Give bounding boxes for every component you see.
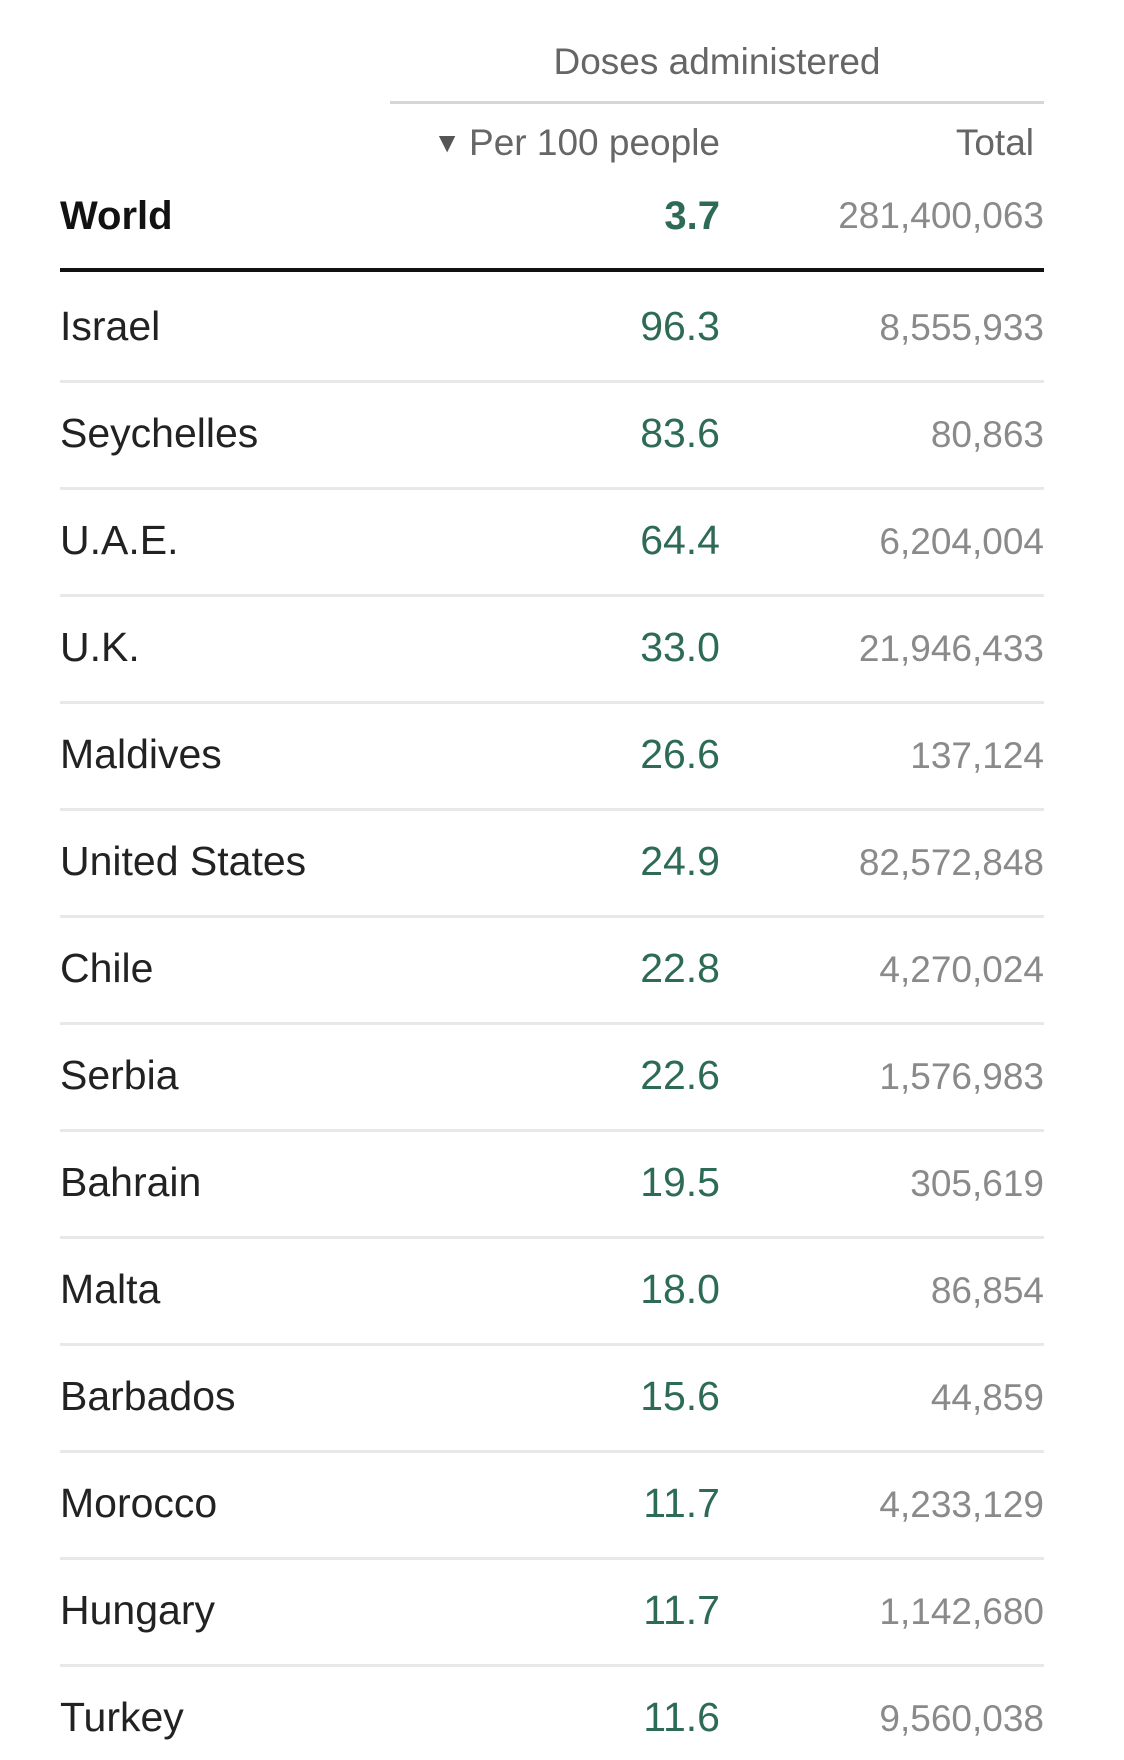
per-100-value: 24.9	[640, 838, 720, 884]
table-row: Maldives 26.6 137,124	[60, 704, 1044, 811]
country-name: Israel	[60, 303, 161, 349]
country-name: U.K.	[60, 624, 140, 670]
total-value: 9,560,038	[879, 1698, 1044, 1739]
total-value: 1,142,680	[879, 1591, 1044, 1632]
per-100-value: 96.3	[640, 303, 720, 349]
table-row: Serbia 22.6 1,576,983	[60, 1025, 1044, 1132]
country-name: U.A.E.	[60, 517, 179, 563]
table-row: Seychelles 83.6 80,863	[60, 383, 1044, 490]
country-name: Chile	[60, 945, 154, 991]
table-row: Barbados 15.6 44,859	[60, 1346, 1044, 1453]
per-100-value: 33.0	[640, 624, 720, 670]
total-value: 80,863	[930, 414, 1044, 455]
total-value: 4,270,024	[879, 949, 1044, 990]
world-summary-row: World 3.7 281,400,063	[60, 184, 1044, 272]
country-name: Serbia	[60, 1052, 179, 1098]
country-name: Turkey	[60, 1694, 184, 1740]
table-row: Malta 18.0 86,854	[60, 1239, 1044, 1346]
table-row: Israel 96.3 8,555,933	[60, 276, 1044, 383]
table-row: U.A.E. 64.4 6,204,004	[60, 490, 1044, 597]
per-100-value: 64.4	[640, 517, 720, 563]
total-value: 44,859	[930, 1377, 1044, 1418]
column-header-per-100-label: Per 100 people	[469, 122, 720, 163]
table-row: Bahrain 19.5 305,619	[60, 1132, 1044, 1239]
per-100-value: 11.6	[643, 1694, 720, 1740]
country-rows: Israel 96.3 8,555,933 Seychelles 83.6 80,863 U…	[60, 276, 1044, 1760]
country-name: Bahrain	[60, 1159, 202, 1205]
country-name: Malta	[60, 1266, 161, 1312]
total-value: 8,555,933	[879, 307, 1044, 348]
table-row: United States 24.9 82,572,848	[60, 811, 1044, 918]
total-value: 305,619	[910, 1163, 1044, 1204]
table-row: Hungary 11.7 1,142,680	[60, 1560, 1044, 1667]
total-value: 1,576,983	[879, 1056, 1044, 1097]
per-100-value: 15.6	[640, 1373, 720, 1419]
world-per-100: 3.7	[664, 194, 720, 238]
table-row: Turkey 11.6 9,560,038	[60, 1667, 1044, 1760]
per-100-value: 22.8	[640, 945, 720, 991]
per-100-value: 11.7	[643, 1587, 720, 1633]
total-value: 82,572,848	[858, 842, 1044, 883]
table-row: Chile 22.8 4,270,024	[60, 918, 1044, 1025]
world-name: World	[60, 194, 173, 238]
total-value: 21,946,433	[858, 628, 1044, 669]
column-headers: ▼ Per 100 people Total	[60, 118, 1044, 168]
country-name: Maldives	[60, 731, 222, 777]
total-value: 86,854	[930, 1270, 1044, 1311]
column-header-per-100-people[interactable]: ▼ Per 100 people	[390, 118, 720, 168]
country-name: Seychelles	[60, 410, 259, 456]
per-100-value: 18.0	[640, 1266, 720, 1312]
group-header-doses-administered: Doses administered	[390, 40, 1044, 104]
per-100-value: 83.6	[640, 410, 720, 456]
country-name: Hungary	[60, 1587, 215, 1633]
total-value: 137,124	[910, 735, 1044, 776]
table-row: Morocco 11.7 4,233,129	[60, 1453, 1044, 1560]
sort-descending-icon: ▼	[433, 127, 462, 158]
total-value: 4,233,129	[879, 1484, 1044, 1525]
country-name: United States	[60, 838, 307, 884]
country-name: Barbados	[60, 1373, 236, 1419]
per-100-value: 22.6	[640, 1052, 720, 1098]
world-total: 281,400,063	[838, 195, 1044, 236]
country-name: Morocco	[60, 1480, 218, 1526]
total-value: 6,204,004	[879, 521, 1044, 562]
per-100-value: 19.5	[640, 1159, 720, 1205]
column-header-total[interactable]: Total	[955, 122, 1034, 163]
per-100-value: 26.6	[640, 731, 720, 777]
per-100-value: 11.7	[643, 1480, 720, 1526]
table-row: U.K. 33.0 21,946,433	[60, 597, 1044, 704]
